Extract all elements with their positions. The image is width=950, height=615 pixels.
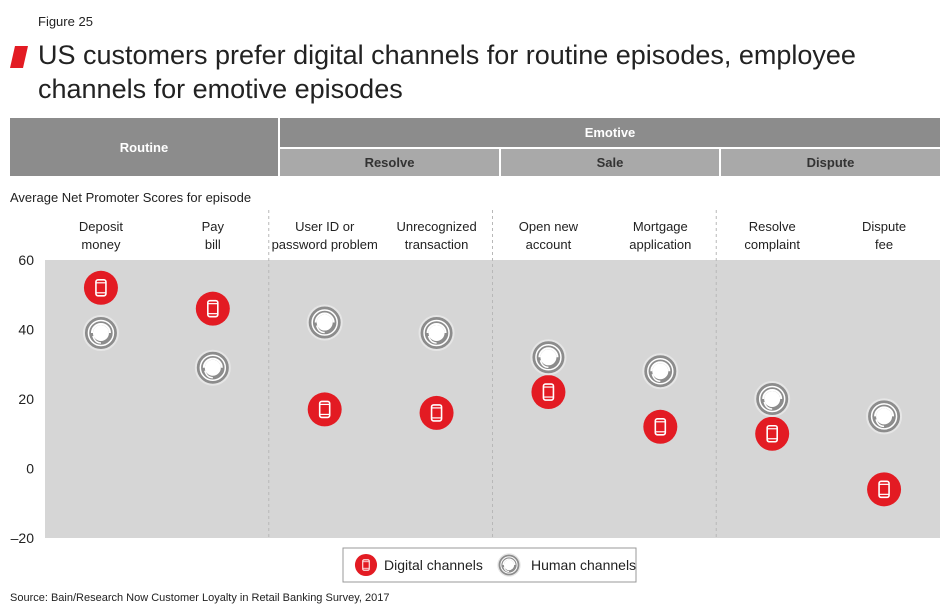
legend-phone-icon [354, 553, 378, 577]
human-point [754, 381, 791, 417]
figure-label: Figure 25 [38, 14, 93, 29]
legend-item: Digital channels [354, 553, 483, 577]
digital-point [867, 472, 902, 507]
legend: Digital channels Human channels [342, 547, 637, 583]
human-point [530, 339, 567, 376]
digital-point [307, 392, 342, 427]
human-point [418, 314, 455, 351]
category-label: Dispute fee [862, 219, 906, 252]
legend-box [342, 547, 637, 583]
header-sale: Sale [501, 149, 719, 176]
header-resolve: Resolve [280, 149, 499, 176]
source-note: Source: Bain/Research Now Customer Loyal… [10, 592, 390, 604]
y-tick-label: 0 [26, 461, 34, 477]
human-point [866, 398, 903, 435]
y-tick-label: 60 [18, 252, 34, 268]
human-point [306, 304, 343, 341]
title-marker-icon [10, 46, 28, 68]
page-title: US customers prefer digital channels for… [38, 40, 856, 104]
category-label: Open new account [519, 219, 579, 252]
digital-point [195, 291, 230, 326]
category-label: Unrecognized transaction [396, 219, 476, 252]
digital-point [419, 395, 454, 430]
nps-scatter-chart: 60 40 20 0 –20 Deposit money Pay bill User ID or p… [11, 210, 940, 583]
digital-point [755, 416, 790, 451]
legend-item: Human channels [497, 553, 636, 577]
digital-point [531, 375, 566, 410]
y-tick-label: 40 [18, 322, 34, 338]
digital-point [83, 270, 118, 305]
legend-headset-icon [497, 553, 521, 577]
header-routine: Routine [10, 118, 278, 176]
human-point [82, 314, 119, 351]
legend-label: Human channels [531, 557, 636, 573]
y-tick-label: –20 [11, 530, 35, 546]
category-label: Pay bill [202, 219, 225, 252]
human-point [642, 353, 679, 390]
measure-label: Average Net Promoter Scores for episode [10, 190, 252, 205]
y-tick-label: 20 [18, 391, 34, 407]
category-label: Deposit money [79, 219, 123, 252]
category-label: User ID or password problem [272, 219, 378, 252]
category-label: Resolve complaint [744, 219, 800, 252]
human-point [194, 349, 231, 386]
legend-label: Digital channels [384, 557, 483, 573]
header-emotive: Emotive [280, 118, 940, 147]
header-dispute: Dispute [721, 149, 940, 176]
category-label: Mortgage application [629, 219, 691, 252]
digital-point [643, 409, 678, 444]
